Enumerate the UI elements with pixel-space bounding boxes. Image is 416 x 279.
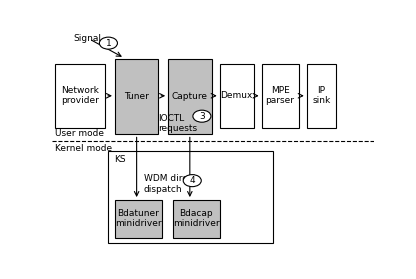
Circle shape: [99, 37, 117, 49]
Bar: [173, 200, 220, 238]
Text: Signal: Signal: [73, 34, 101, 43]
Bar: [115, 59, 158, 134]
Bar: [109, 151, 273, 243]
Bar: [55, 64, 105, 128]
Text: 3: 3: [199, 112, 205, 121]
Text: Kernel mode: Kernel mode: [55, 144, 112, 153]
Text: 1: 1: [106, 39, 111, 48]
Bar: [262, 64, 299, 128]
Circle shape: [193, 110, 211, 122]
Text: IOCTL
requests: IOCTL requests: [158, 114, 198, 133]
Text: MPE
parser: MPE parser: [265, 86, 295, 105]
Bar: [307, 64, 336, 128]
Text: User mode: User mode: [55, 129, 104, 138]
Text: Bdatuner
minidriver: Bdatuner minidriver: [115, 209, 161, 229]
Text: Capture: Capture: [172, 92, 208, 101]
Bar: [168, 59, 212, 134]
Bar: [115, 200, 161, 238]
Text: WDM direct
dispatch: WDM direct dispatch: [144, 174, 196, 194]
Text: Bdacap
minidriver: Bdacap minidriver: [173, 209, 220, 229]
Circle shape: [183, 175, 201, 187]
Text: 4: 4: [189, 176, 195, 185]
Bar: [220, 64, 253, 128]
Text: Network
provider: Network provider: [61, 86, 99, 105]
Text: Demux: Demux: [220, 91, 253, 100]
Text: KS: KS: [114, 155, 126, 164]
Text: IP
sink: IP sink: [312, 86, 330, 105]
Text: Tuner: Tuner: [124, 92, 149, 101]
